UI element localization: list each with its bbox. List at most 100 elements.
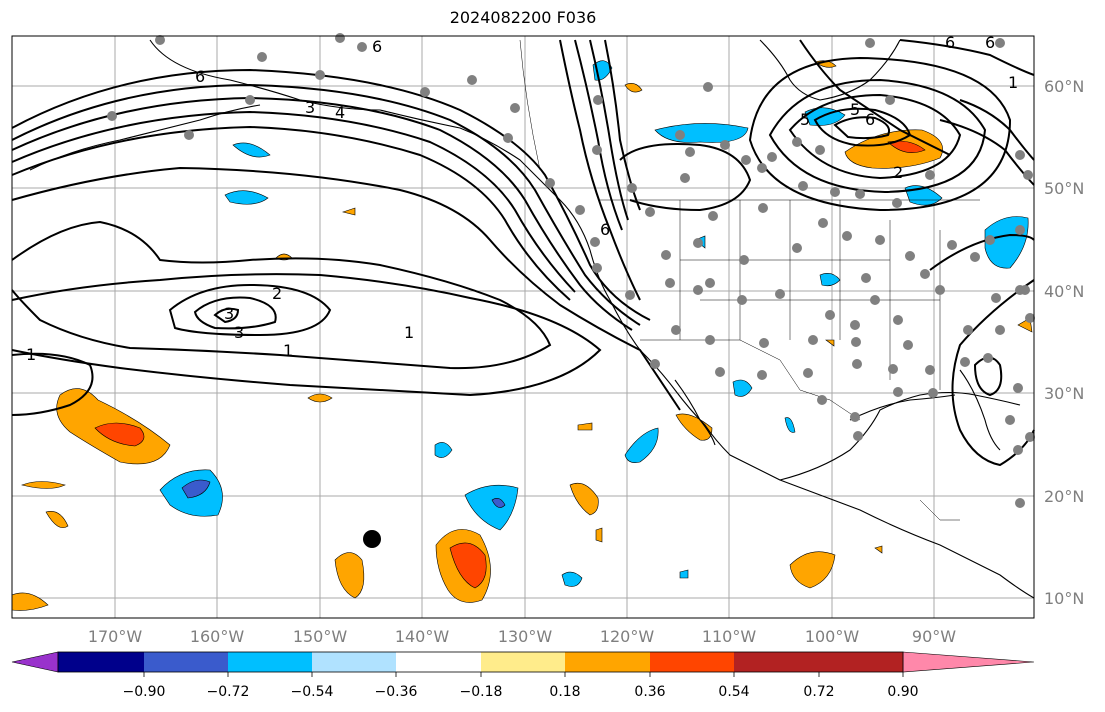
blue-region bbox=[679, 569, 689, 579]
central-america-coast bbox=[779, 479, 1035, 599]
lat-tick-label: 20°N bbox=[1044, 487, 1084, 506]
florida-coast bbox=[959, 369, 1001, 451]
orange-region bbox=[577, 422, 593, 431]
contour-label: 4 bbox=[335, 103, 345, 122]
alaska-coast bbox=[149, 39, 1021, 481]
contour-label: 1 bbox=[283, 341, 293, 360]
lon-tick-label: 110°W bbox=[702, 627, 757, 646]
lat-tick-label: 10°N bbox=[1044, 589, 1084, 608]
lon-tick-labels: 170°W 160°W 150°W 140°W 130°W 120°W 110°… bbox=[88, 627, 956, 646]
colorbar-tick-label: 0.90 bbox=[887, 684, 918, 700]
contour-line bbox=[11, 273, 602, 397]
contour-label: 5 bbox=[850, 100, 860, 119]
contour-label: 5 bbox=[800, 110, 810, 129]
filled-anomalies bbox=[11, 60, 1033, 611]
contour-line bbox=[929, 233, 1035, 271]
colorbar-bin bbox=[144, 652, 228, 672]
colorbar-bin bbox=[481, 652, 565, 672]
colorbar-tick-label: −0.36 bbox=[375, 684, 418, 700]
lon-tick-label: 140°W bbox=[395, 627, 450, 646]
blue-region bbox=[224, 190, 269, 205]
blue-region bbox=[624, 427, 659, 463]
contour-label: 2 bbox=[893, 163, 903, 182]
contour-line bbox=[11, 68, 651, 321]
orange-region bbox=[874, 545, 883, 554]
contour-line bbox=[951, 279, 1035, 467]
blue-region bbox=[732, 379, 753, 397]
contour-line bbox=[168, 283, 332, 337]
orange-region bbox=[11, 592, 49, 611]
red-region bbox=[94, 422, 145, 447]
contour-label: 6 bbox=[372, 37, 382, 56]
colorbar-bin bbox=[734, 652, 819, 672]
colorbar: −0.90 −0.72 −0.54 −0.36 −0.18 0.18 0.36 … bbox=[11, 651, 1035, 700]
contour-line bbox=[813, 107, 912, 147]
contour-label: 6 bbox=[600, 220, 610, 239]
orange-region bbox=[45, 511, 69, 529]
contour-label: 1 bbox=[26, 345, 36, 364]
contour-line bbox=[11, 96, 633, 331]
contour-line bbox=[193, 296, 277, 330]
contour-label: 2 bbox=[272, 284, 282, 303]
hudson-bay-coast bbox=[759, 39, 901, 101]
gridlines bbox=[12, 36, 1034, 618]
contour-label: 3 bbox=[234, 323, 244, 342]
dark-blue-region bbox=[181, 479, 211, 499]
blue-region bbox=[561, 571, 583, 587]
colorbar-bin bbox=[312, 652, 396, 672]
lon-tick-label: 170°W bbox=[88, 627, 143, 646]
marker-dot bbox=[363, 530, 381, 548]
gulf-coast bbox=[849, 394, 956, 421]
contours bbox=[11, 39, 1035, 467]
orange-region bbox=[21, 481, 66, 489]
contour-line bbox=[799, 39, 951, 156]
lon-tick-label: 90°W bbox=[912, 627, 956, 646]
orange-region bbox=[825, 339, 835, 347]
red-region bbox=[449, 542, 487, 589]
contour-line bbox=[589, 39, 629, 221]
contour-line bbox=[833, 116, 891, 140]
contour-line bbox=[748, 56, 1012, 212]
contour-line bbox=[11, 166, 681, 411]
orange-region bbox=[595, 527, 603, 543]
contour-line bbox=[11, 220, 552, 370]
blue-region bbox=[434, 442, 453, 458]
blue-region bbox=[784, 417, 796, 433]
colorbar-tick-label: 0.36 bbox=[634, 684, 665, 700]
contour-label: 1 bbox=[404, 323, 414, 342]
colorbar-tick-label: −0.72 bbox=[207, 684, 250, 700]
colorbar-bin bbox=[650, 652, 734, 672]
contour-line bbox=[959, 99, 1035, 161]
dark-blue-region bbox=[491, 498, 506, 508]
contour-label: 6 bbox=[865, 110, 875, 129]
contour-line bbox=[11, 83, 641, 326]
orange-region bbox=[569, 482, 599, 516]
orange-region bbox=[307, 393, 333, 403]
contour-line bbox=[768, 78, 987, 194]
colorbar-tick-label: 0.72 bbox=[803, 684, 834, 700]
orange-region bbox=[334, 552, 365, 599]
contour-label: 6 bbox=[985, 33, 995, 52]
colorbar-bin bbox=[819, 652, 903, 672]
contour-line bbox=[11, 110, 576, 293]
lat-tick-label: 60°N bbox=[1044, 77, 1084, 96]
colorbar-tick-label: 0.18 bbox=[549, 684, 580, 700]
colorbar-bin bbox=[396, 652, 481, 672]
lat-tick-label: 30°N bbox=[1044, 384, 1084, 403]
contour-line bbox=[213, 307, 240, 324]
lon-tick-label: 150°W bbox=[293, 627, 348, 646]
map-area bbox=[12, 36, 1034, 618]
colorbar-tick-label: 0.54 bbox=[718, 684, 749, 700]
contour-line bbox=[574, 39, 623, 231]
contour-line bbox=[788, 93, 962, 180]
map-frame bbox=[11, 35, 1035, 619]
blue-region bbox=[232, 142, 271, 158]
station-markers bbox=[107, 33, 1035, 508]
contour-line bbox=[559, 39, 641, 301]
orange-region bbox=[624, 83, 643, 93]
colorbar-tick-label: −0.54 bbox=[291, 684, 334, 700]
lon-tick-label: 100°W bbox=[805, 627, 860, 646]
lat-tick-label: 40°N bbox=[1044, 282, 1084, 301]
colorbar-tick-label: −0.18 bbox=[460, 684, 503, 700]
